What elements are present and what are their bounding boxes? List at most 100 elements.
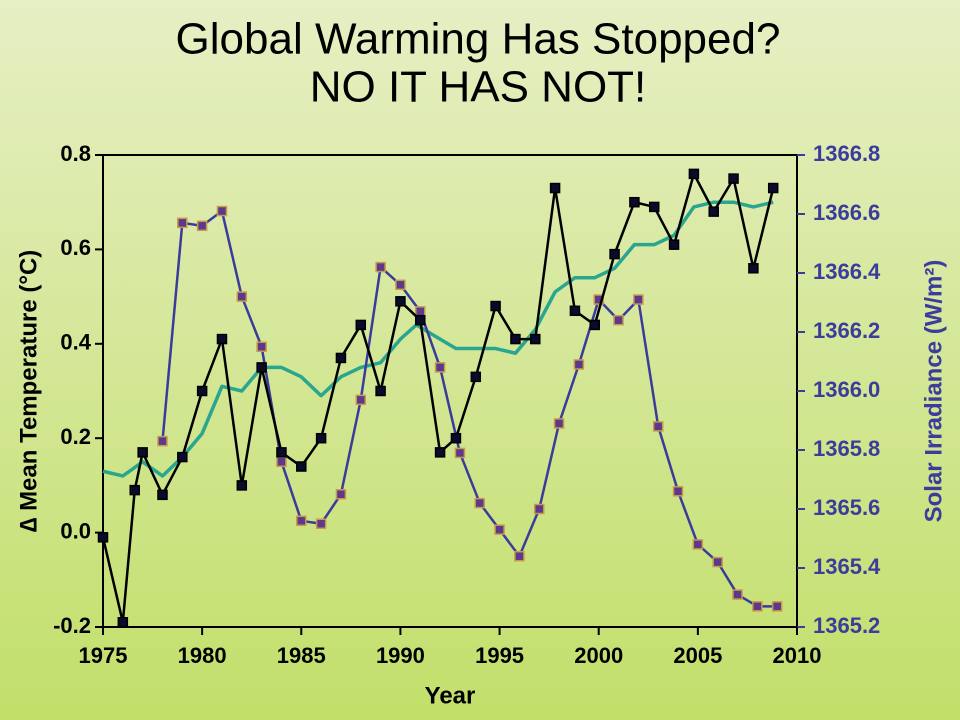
data-point (728, 173, 739, 184)
data-point (553, 418, 565, 429)
plot-area: -0.2 0.0 0.2 0.4 0.6 0.8 1365.2 1365.4 1365.6 136… (53, 141, 881, 668)
y2-tick-label: 1365.8 (813, 436, 880, 461)
data-point (236, 291, 248, 302)
data-point (196, 220, 208, 232)
data-point (748, 263, 759, 274)
data-point (177, 451, 188, 463)
data-point (276, 456, 287, 468)
y-tick-label: 0.6 (60, 235, 91, 260)
data-point (767, 182, 779, 194)
data-point (256, 341, 267, 352)
data-point (530, 333, 541, 345)
data-point (470, 371, 482, 383)
data-point (315, 518, 327, 529)
data-point (276, 447, 287, 458)
data-point (395, 296, 406, 307)
y2-tick-label: 1366.8 (813, 141, 880, 166)
data-point (157, 435, 168, 447)
data-point (712, 556, 723, 568)
data-point (629, 196, 640, 208)
y-tick-label: 0.2 (60, 424, 91, 449)
data-point (415, 306, 426, 317)
data-point (415, 314, 426, 326)
x-tick-label: 1990 (376, 643, 425, 668)
data-point (315, 432, 327, 444)
data-point (732, 589, 743, 600)
y2-tick-label: 1366.6 (813, 200, 880, 225)
data-point (296, 515, 307, 527)
data-point (355, 319, 367, 331)
data-point (474, 497, 485, 509)
data-point (494, 524, 505, 535)
y-axis-label: ∆ Mean Temperature (°C) (15, 250, 42, 533)
y2-tick-label: 1366.2 (813, 318, 880, 343)
data-point (672, 486, 684, 497)
data-point (216, 205, 228, 217)
data-point (609, 248, 620, 260)
data-point (375, 261, 386, 273)
data-point (216, 333, 228, 345)
data-point (450, 432, 462, 444)
data-point (117, 617, 129, 628)
y-tick-label: 0.8 (60, 141, 91, 166)
data-point (549, 182, 561, 194)
data-point (97, 532, 109, 543)
x-tick-label: 1995 (475, 643, 524, 668)
data-point (633, 294, 644, 305)
data-point (129, 484, 140, 496)
data-point (573, 359, 585, 370)
data-point (355, 394, 367, 406)
y-tick-label: 0.4 (60, 330, 91, 355)
data-point (514, 550, 525, 562)
y2-axis-label: Solar Irradiance (W/m²) (920, 260, 947, 523)
y2-tick-label: 1366.0 (813, 377, 880, 402)
data-point (296, 461, 307, 472)
data-point (256, 362, 267, 373)
data-point (569, 305, 581, 317)
y2-tick-label: 1365.2 (813, 613, 880, 638)
data-point (589, 319, 600, 331)
data-point (613, 314, 624, 326)
data-point (137, 447, 148, 458)
data-point (177, 217, 188, 229)
data-point (648, 201, 660, 213)
data-point (708, 206, 719, 217)
chart-title: Global Warming Has Stopped? (176, 15, 781, 64)
x-tick-label: 1980 (178, 643, 227, 668)
series-line (102, 200, 774, 478)
data-point (652, 421, 664, 432)
data-point (593, 294, 604, 305)
x-tick-label: 2000 (574, 643, 623, 668)
data-point (771, 601, 783, 612)
data-point (688, 168, 700, 180)
data-point (375, 385, 386, 397)
chart-subtitle: NO IT HAS NOT! (310, 63, 647, 112)
data-point (335, 489, 347, 500)
series-line (101, 172, 775, 624)
data-point (335, 352, 347, 364)
x-tick-label: 1985 (277, 643, 326, 668)
x-tick-label: 2010 (773, 643, 822, 668)
data-point (434, 362, 446, 373)
data-point (490, 300, 501, 312)
data-point (434, 447, 446, 458)
data-point (510, 333, 521, 345)
data-point (668, 239, 680, 250)
data-point (533, 503, 545, 515)
data-point (196, 385, 208, 397)
y2-tick-label: 1365.6 (813, 495, 880, 520)
x-tick-label: 1975 (79, 643, 128, 668)
y2-tick-label: 1366.4 (813, 259, 881, 284)
data-point (752, 601, 763, 612)
data-point (692, 539, 704, 550)
data-point (454, 447, 466, 459)
y2-tick-label: 1365.4 (813, 554, 881, 579)
x-axis-label: Year (425, 682, 476, 709)
y-tick-label: 0.0 (60, 518, 91, 543)
data-point (395, 279, 406, 291)
x-tick-label: 2005 (673, 643, 722, 668)
y-tick-label: -0.2 (53, 613, 91, 638)
data-point (157, 489, 168, 501)
data-point (236, 480, 248, 491)
